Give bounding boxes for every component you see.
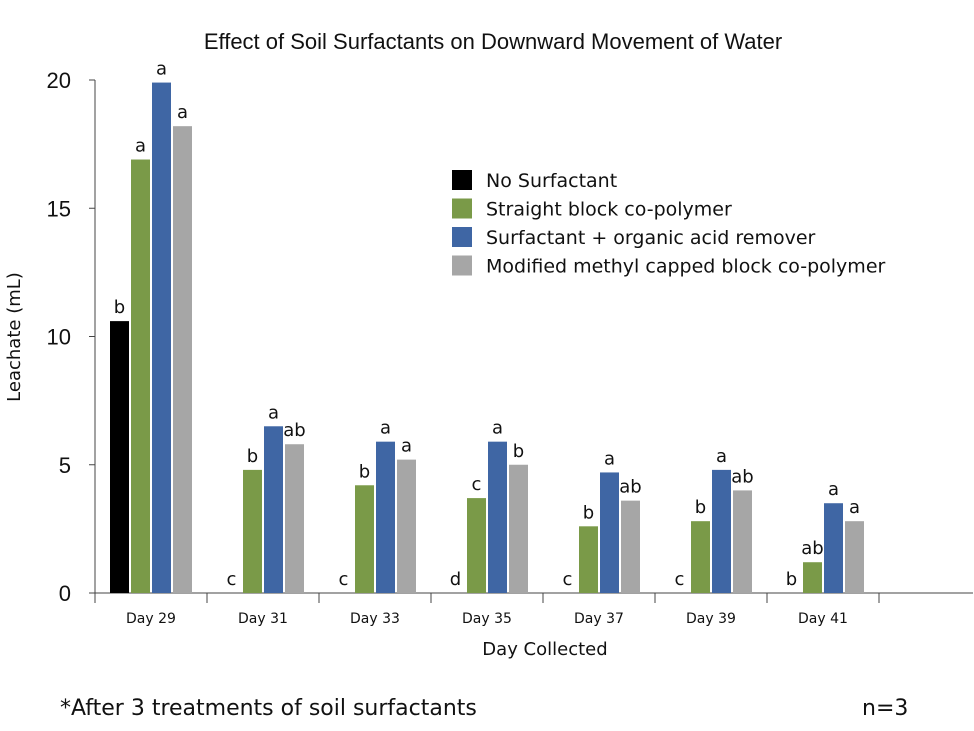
bar	[355, 485, 374, 593]
data-label: b	[695, 497, 706, 518]
data-label: b	[114, 297, 125, 318]
bar	[243, 469, 262, 593]
footnote: *After 3 treatments of soil surfactants	[60, 696, 477, 721]
x-tick-label: Day 33	[350, 611, 400, 627]
data-label: ab	[283, 420, 305, 441]
legend-swatch	[452, 227, 472, 247]
data-label: a	[492, 418, 503, 439]
bar	[376, 441, 395, 593]
legend-swatch	[452, 255, 472, 276]
y-tick-label: 20	[47, 68, 71, 93]
bar	[173, 126, 192, 594]
bar	[824, 503, 843, 593]
x-tick-label: Day 31	[238, 611, 288, 627]
x-tick-label: Day 35	[462, 611, 512, 627]
bar	[600, 472, 619, 593]
data-label: a	[849, 497, 860, 518]
legend-entry: Surfactant + organic acid remover	[486, 227, 816, 249]
bar	[579, 526, 598, 593]
data-label: a	[380, 418, 391, 439]
data-label: a	[156, 59, 167, 80]
legend-entry: Straight block co-polymer	[486, 199, 732, 221]
data-label: a	[828, 479, 839, 500]
x-tick-label: Day 37	[574, 611, 624, 627]
legend-swatch	[452, 198, 472, 219]
bar	[845, 521, 864, 593]
bar	[285, 444, 304, 593]
bar	[110, 321, 129, 593]
data-label: ab	[801, 538, 823, 559]
bar	[131, 159, 150, 593]
data-label: c	[563, 569, 573, 590]
legend-entry: Modified methyl capped block co-polymer	[486, 256, 886, 278]
data-label: c	[472, 474, 482, 495]
y-axis-label: Leachate (mL)	[4, 272, 25, 402]
data-label: a	[401, 436, 412, 457]
data-label: ab	[619, 477, 641, 498]
bar	[397, 459, 416, 593]
data-label: d	[450, 569, 461, 590]
bar	[803, 562, 822, 593]
data-label: a	[716, 446, 727, 467]
bar	[621, 500, 640, 593]
bar	[733, 490, 752, 593]
bar	[488, 441, 507, 593]
x-axis-label: Day Collected	[482, 639, 607, 660]
data-label: a	[604, 448, 615, 469]
data-label: c	[675, 569, 685, 590]
y-tick-label: 15	[47, 196, 71, 221]
legend: No Surfactant Straight block co-polymer Su…	[452, 170, 886, 278]
y-tick-label: 5	[59, 453, 71, 478]
x-tick-label: Day 29	[126, 611, 176, 627]
legend-swatch	[452, 170, 472, 190]
data-label: c	[227, 569, 237, 590]
sample-size: n=3	[862, 696, 908, 721]
legend-entry: No Surfactant	[486, 170, 617, 192]
y-tick-label: 10	[47, 325, 71, 350]
chart-title: Effect of Soil Surfactants on Downward M…	[204, 29, 782, 54]
bar	[712, 469, 731, 593]
bar	[152, 82, 171, 593]
bar	[467, 498, 486, 593]
bar	[691, 521, 710, 593]
data-label: b	[513, 441, 524, 462]
data-label: a	[135, 136, 146, 157]
y-tick-label: 0	[59, 581, 71, 606]
data-label: ab	[731, 466, 753, 487]
data-label: b	[247, 446, 258, 467]
data-label: c	[339, 569, 349, 590]
bar	[264, 426, 283, 593]
data-label: b	[359, 461, 370, 482]
data-label: a	[177, 102, 188, 123]
data-label: a	[268, 402, 279, 423]
x-tick-label: Day 41	[798, 611, 848, 627]
x-tick-label: Day 39	[686, 611, 736, 627]
data-label: b	[583, 502, 594, 523]
axes: 0 5 10 15 20 Day 29 Day 31 Day 33 Day 35 Day 37 Da…	[47, 68, 973, 627]
bar	[509, 464, 528, 593]
data-label: b	[786, 569, 797, 590]
